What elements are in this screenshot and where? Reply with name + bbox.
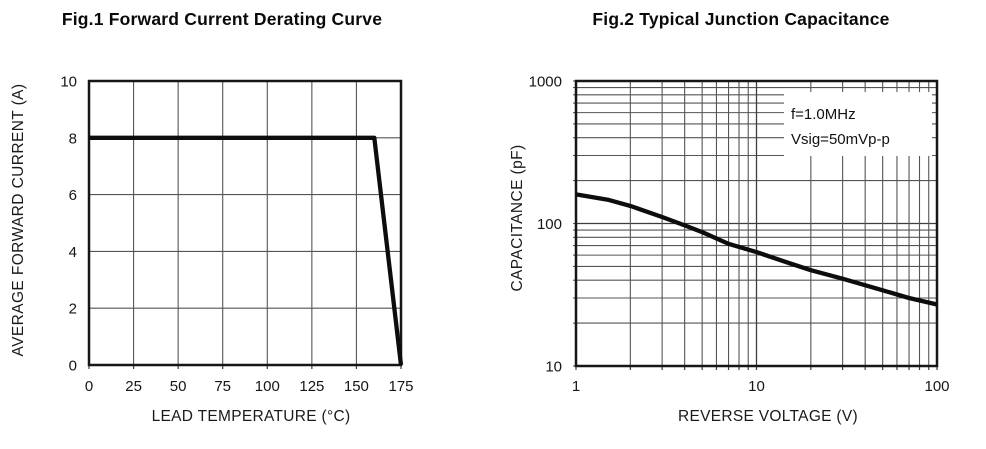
x-tick-label: 0 xyxy=(85,378,93,395)
y-tick-label: 1000 xyxy=(529,74,562,91)
y-tick-label: 0 xyxy=(69,358,77,375)
x-tick-label: 50 xyxy=(170,378,187,395)
y-tick-label: 8 xyxy=(69,130,77,147)
x-tick-label: 175 xyxy=(388,378,413,395)
junction-capacitance-curve xyxy=(575,192,938,307)
plot-border xyxy=(87,79,403,367)
plot-border xyxy=(574,79,939,368)
legend-line-frequency: f=1.0MHz xyxy=(791,106,856,123)
fig2-title: Fig.2 Typical Junction Capacitance xyxy=(592,9,890,29)
x-tick-label: 75 xyxy=(214,378,231,395)
legend-line-vsig: Vsig=50mVp-p xyxy=(791,131,890,148)
y-tick-label: 100 xyxy=(537,216,562,233)
x-tick-label: 100 xyxy=(924,378,949,395)
forward-current-derating-curve xyxy=(89,135,404,366)
x-tick-label: 150 xyxy=(344,378,369,395)
fig2-x-axis-title: REVERSE VOLTAGE (V) xyxy=(678,408,858,425)
fig2-test-conditions-legend: f=1.0MHz Vsig=50mVp-p xyxy=(784,92,932,156)
x-tick-label: 125 xyxy=(299,378,324,395)
y-tick-label: 10 xyxy=(60,74,77,91)
x-tick-label: 10 xyxy=(748,378,765,395)
fig2-y-axis-title: CAPACITANCE (pF) xyxy=(509,144,526,292)
fig1-y-axis-title: AVERAGE FORWARD CURRENT (A) xyxy=(10,83,27,357)
x-tick-label: 1 xyxy=(572,378,580,395)
fig1-title: Fig.1 Forward Current Derating Curve xyxy=(61,9,383,29)
y-tick-label: 10 xyxy=(545,359,562,376)
x-tick-label: 100 xyxy=(255,378,280,395)
y-tick-label: 6 xyxy=(69,187,77,204)
y-tick-label: 4 xyxy=(69,244,77,261)
y-tick-label: 2 xyxy=(69,301,77,318)
x-tick-label: 25 xyxy=(125,378,142,395)
fig1-x-axis-title: LEAD TEMPERATURE (°C) xyxy=(151,408,351,425)
